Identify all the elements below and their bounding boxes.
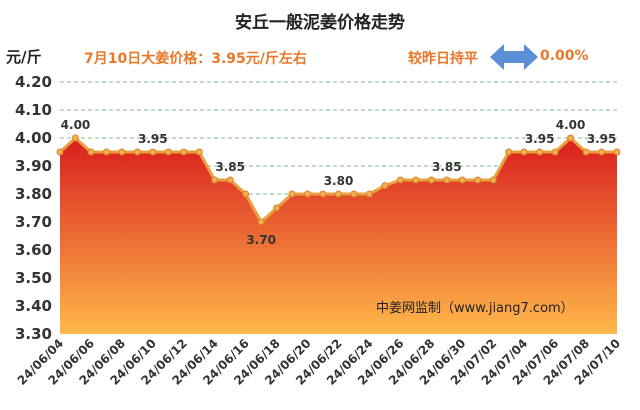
y-tick-label: 4.00 <box>15 129 52 147</box>
y-axis-unit: 元/斤 <box>6 48 42 66</box>
double-arrow-icon <box>490 44 538 70</box>
data-point <box>211 176 219 184</box>
data-point <box>133 148 141 156</box>
data-labels: 4.003.953.853.703.803.853.954.003.95 <box>61 118 617 247</box>
data-point <box>536 148 544 156</box>
y-tick-label: 4.10 <box>15 101 52 119</box>
data-point <box>87 148 95 156</box>
data-point <box>149 148 157 156</box>
data-label: 3.85 <box>432 160 462 174</box>
data-point <box>164 148 172 156</box>
data-point <box>118 148 126 156</box>
y-tick-label: 3.70 <box>15 213 52 231</box>
data-point <box>412 176 420 184</box>
data-label: 3.85 <box>215 160 245 174</box>
data-point <box>443 176 451 184</box>
chart-title: 安丘一般泥姜价格走势 <box>235 13 405 33</box>
data-point <box>257 218 265 226</box>
data-label: 4.00 <box>61 118 91 132</box>
data-markers <box>56 134 621 226</box>
data-point <box>381 182 389 190</box>
data-point <box>567 134 575 142</box>
y-axis-ticks: 4.20 4.10 4.00 3.90 3.80 3.70 3.60 3.50 3.40 3.30 <box>15 73 52 343</box>
data-point <box>598 148 606 156</box>
data-point <box>195 148 203 156</box>
y-tick-label: 3.50 <box>15 269 52 287</box>
data-point <box>180 148 188 156</box>
y-tick-label: 3.80 <box>15 185 52 203</box>
data-point <box>102 148 110 156</box>
data-point <box>226 176 234 184</box>
y-tick-label: 3.30 <box>15 325 52 343</box>
data-label: 4.00 <box>556 118 586 132</box>
data-point <box>335 190 342 198</box>
data-label: 3.95 <box>525 132 555 146</box>
data-point <box>56 148 64 156</box>
data-point <box>458 176 466 184</box>
watermark: 中姜网监制（www.jiang7.com） <box>376 301 574 316</box>
data-point <box>551 148 559 156</box>
data-point <box>582 148 590 156</box>
y-tick-label: 3.40 <box>15 297 52 315</box>
data-point <box>242 190 250 198</box>
data-point <box>288 190 296 198</box>
area-path <box>60 138 617 334</box>
data-point <box>350 190 358 198</box>
data-point <box>505 148 513 156</box>
data-label: 3.95 <box>587 132 617 146</box>
x-axis-ticks: 24/06/0424/06/0624/06/0824/06/1024/06/12… <box>15 336 624 388</box>
y-tick-label: 4.20 <box>15 73 52 91</box>
data-point <box>474 176 482 184</box>
data-point <box>613 148 621 156</box>
change-value: 0.00% <box>540 48 589 64</box>
data-point <box>365 190 373 198</box>
y-tick-label: 3.90 <box>15 157 52 175</box>
area-fill <box>60 138 617 334</box>
data-label: 3.70 <box>246 233 276 247</box>
data-point <box>71 134 79 142</box>
price-note: 7月10日大姜价格：3.95元/斤左右 <box>84 51 307 67</box>
data-point <box>319 190 327 198</box>
change-label: 较昨日持平 <box>408 51 478 67</box>
data-label: 3.80 <box>324 174 354 188</box>
data-point <box>396 176 404 184</box>
data-label: 3.95 <box>138 132 168 146</box>
data-point <box>520 148 528 156</box>
data-point <box>489 176 497 184</box>
data-point <box>304 190 312 198</box>
y-tick-label: 3.60 <box>15 241 52 259</box>
data-point <box>273 204 281 212</box>
data-point <box>427 176 435 184</box>
